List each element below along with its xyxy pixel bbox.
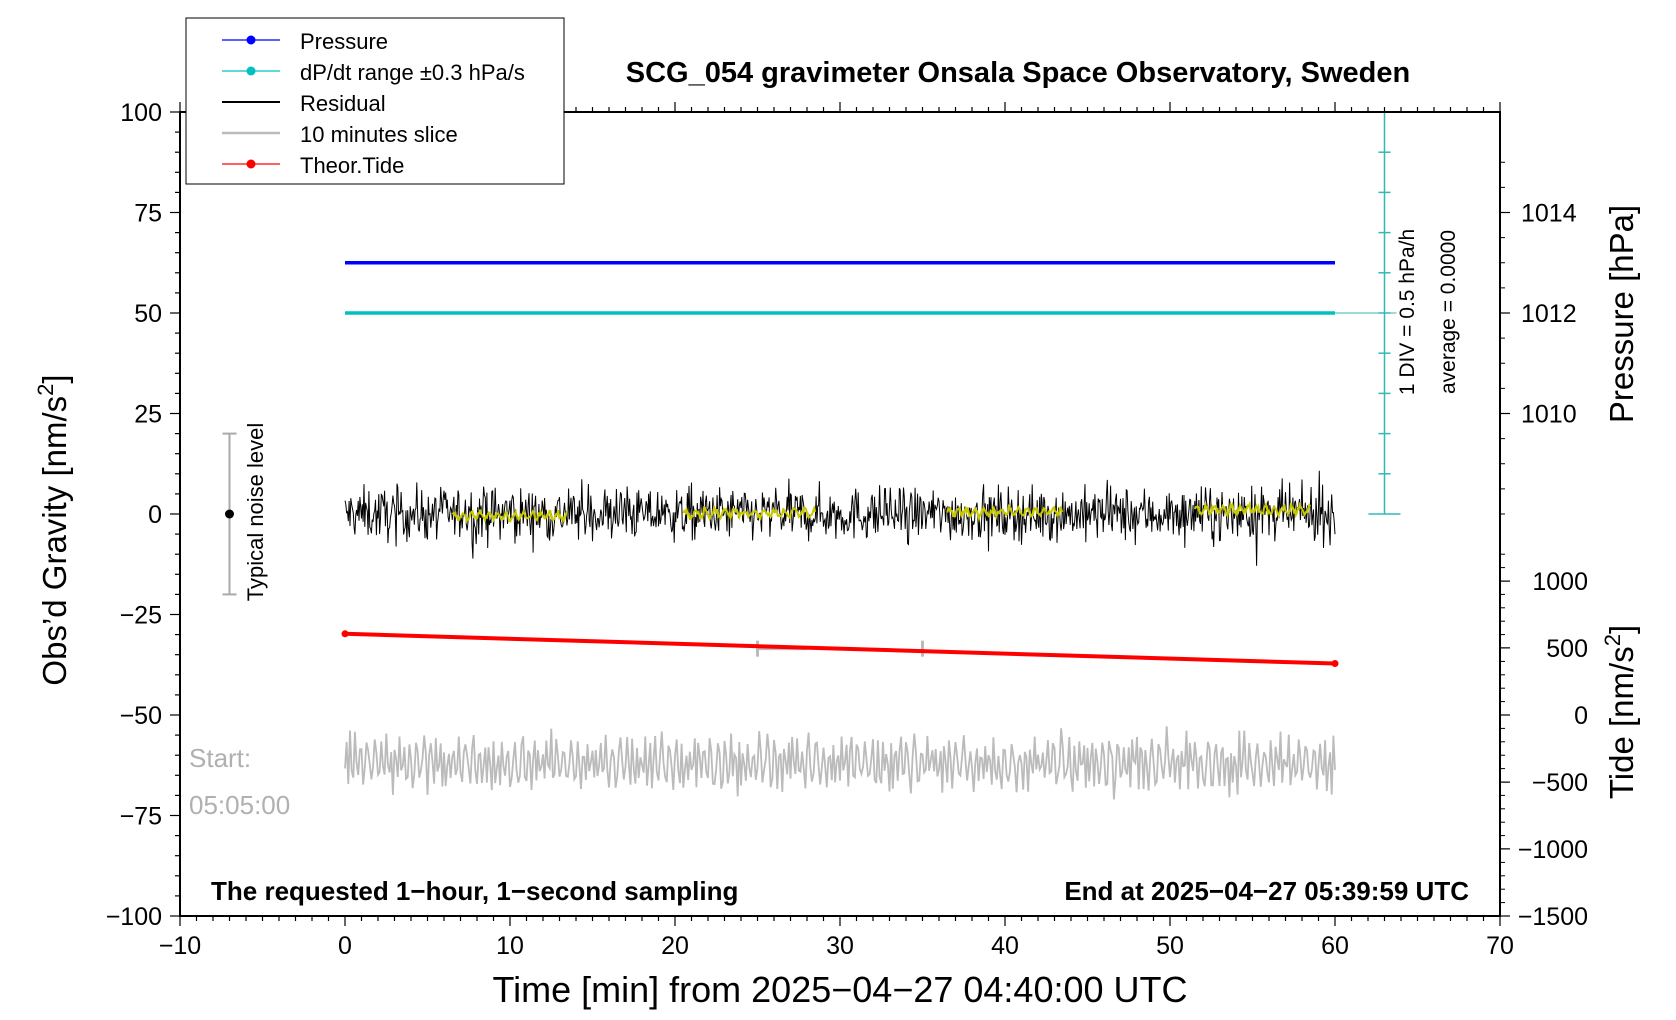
slice-line [344,726,1336,800]
tide-tick-label: 500 [1546,635,1588,663]
tide-tick-label: −1500 [1518,903,1588,931]
x-tick-label: −10 [159,932,201,960]
chart-labels: SCG_054 gravimeter Onsala Space Observat… [33,57,1640,1010]
legend-entries [222,35,280,169]
chart-title: SCG_054 gravimeter Onsala Space Observat… [626,57,1410,89]
y-axis-label-left-main: Obs’d Gravity [nm/s [36,396,73,686]
tide-axis-label-end: ] [1603,625,1640,634]
smoothed-segment-1 [451,508,568,524]
y-tick-label: −25 [120,602,162,630]
legend-marker [246,159,256,169]
legend: Pressure dP/dt range ±0.3 hPa/s Residual… [185,17,565,185]
y-axis-label-left-end: ] [36,374,73,383]
y-axis-label-left-sup: 2 [33,384,58,396]
x-tick-label: 70 [1486,932,1514,960]
start-time-label: 05:05:00 [189,790,290,820]
legend-marker [246,66,256,76]
dpdt-average-label: average = 0.0000 [1437,230,1460,394]
start-label: Start: [189,743,251,773]
end-time-note: End at 2025−04−27 05:39:59 UTC [1064,876,1469,906]
y-tick-label: −100 [106,903,162,931]
y-tick-label: 0 [148,501,162,529]
x-axis-label: Time [min] from 2025−04−27 04:40:00 UTC [492,969,1187,1010]
y-tick-label: 100 [120,99,162,127]
legend-label-tide: Theor.Tide [300,153,404,178]
x-tick-label: 10 [496,932,524,960]
y-tick-label: 75 [134,200,162,228]
x-tick-label: 20 [661,932,689,960]
tide-line [344,631,1336,666]
tide-end-dot [1331,660,1339,668]
tide-tick-label: −500 [1532,769,1588,797]
legend-marker [246,35,256,45]
tide-axis-label: Tide [nm/s2] [1600,625,1640,799]
x-tick-label: 50 [1156,932,1184,960]
dpdt-div-label: 1 DIV = 0.5 hPa/h [1396,229,1419,395]
pressure-tick-label: 1012 [1521,300,1577,328]
smoothed-segment-4 [1193,500,1312,519]
noise-level-label: Typical noise level [243,423,268,602]
tide-start-dot [341,630,349,638]
axes: −10 0 10 20 30 40 50 60 701007550250−25−50−75−10… [106,99,1588,960]
y-tick-label: 50 [134,300,162,328]
noise-bar-center-dot [225,509,234,519]
smoothed-segment-2 [682,504,817,522]
tide-tick-label: 1000 [1532,568,1588,596]
legend-label-slice: 10 minutes slice [300,122,458,147]
x-tick-label: 30 [826,932,854,960]
plot-area [222,111,1401,800]
legend-label-residual: Residual [300,91,386,116]
y-tick-label: −75 [120,803,162,831]
tide-axis-label-sup: 2 [1600,634,1625,646]
x-tick-label: 60 [1321,932,1349,960]
sampling-note: The requested 1−hour, 1−second sampling [211,876,738,906]
legend-label-pressure: Pressure [300,29,388,54]
pressure-axis-label: Pressure [hPa] [1603,205,1640,423]
y-tick-label: 25 [134,401,162,429]
tide-tick-label: −1000 [1518,836,1588,864]
tide-axis-label-main: Tide [nm/s [1603,646,1640,799]
pressure-tick-label: 1014 [1521,200,1577,228]
smoothed-segment-3 [946,503,1064,523]
y-axis-label-left: Obs’d Gravity [nm/s2] [33,374,73,685]
x-tick-label: 0 [338,932,352,960]
x-tick-label: 40 [991,932,1019,960]
y-tick-label: −50 [120,702,162,730]
residual-line [344,470,1336,566]
tide-tick-label: 0 [1574,702,1588,730]
legend-label-dpdt: dP/dt range ±0.3 hPa/s [300,60,525,85]
pressure-tick-label: 1010 [1521,401,1577,429]
